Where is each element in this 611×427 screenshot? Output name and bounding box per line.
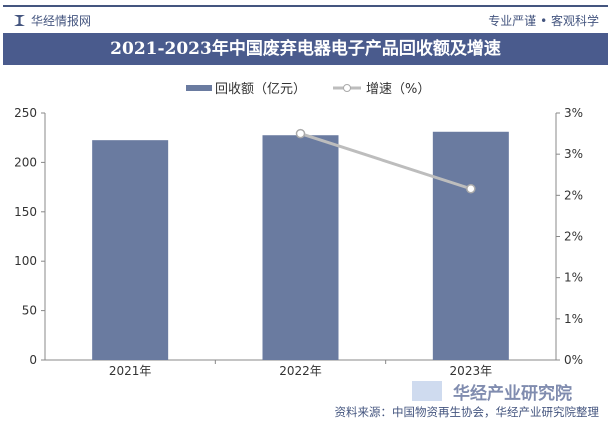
right-tick-label: 1% <box>564 271 583 285</box>
left-tick-label: 50 <box>22 304 37 318</box>
watermark-text: 华经产业研究院 <box>453 383 572 404</box>
chart-title: 2021-2023年中国废弃电器电子产品回收额及增速 <box>3 33 608 65</box>
x-tick-label: 2021年 <box>109 364 152 378</box>
right-tick-label: 2% <box>564 188 583 202</box>
left-tick-label: 100 <box>14 254 37 268</box>
growth-point <box>466 183 476 194</box>
right-tick-label: 0% <box>564 353 583 367</box>
left-tick-label: 250 <box>14 106 37 120</box>
source-note: 资料来源：中国物资再生协会，华经产业研究院整理 <box>334 405 600 419</box>
brand-name: 华经情报网 <box>31 14 92 28</box>
legend-bar-label: 回收额（亿元） <box>215 82 306 97</box>
bar <box>92 140 169 360</box>
left-tick-label: 0 <box>29 353 37 367</box>
legend-line-marker <box>343 84 351 92</box>
brand-logo-icon <box>14 15 25 26</box>
x-tick-label: 2022年 <box>279 364 322 378</box>
right-tick-label: 1% <box>564 312 583 326</box>
left-tick-label: 150 <box>14 205 37 219</box>
right-tick-label: 2% <box>564 230 583 244</box>
top-rule <box>3 5 608 7</box>
left-tick-label: 200 <box>14 155 37 169</box>
growth-line <box>300 132 472 191</box>
bar <box>262 135 339 360</box>
right-tick-label: 3% <box>564 106 583 120</box>
growth-point <box>295 128 306 139</box>
x-tick-label: 2023年 <box>450 364 493 378</box>
watermark-logo-icon <box>412 381 442 401</box>
legend-line-label: 增速（%） <box>366 82 430 97</box>
slogan: 专业严谨 • 客观科学 <box>488 14 599 28</box>
legend-bar-swatch <box>186 85 212 91</box>
brand: 华经情报网 <box>14 12 91 29</box>
right-tick-label: 3% <box>564 147 583 161</box>
bar <box>432 131 509 360</box>
